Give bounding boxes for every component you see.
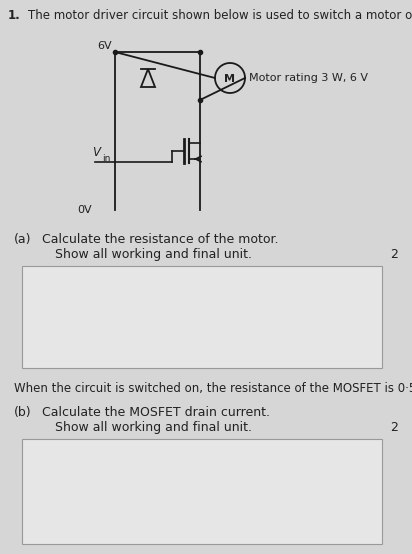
Text: 2: 2 xyxy=(390,421,398,434)
Text: Motor rating 3 W, 6 V: Motor rating 3 W, 6 V xyxy=(249,73,368,83)
Text: in: in xyxy=(102,154,110,163)
Text: 2: 2 xyxy=(390,248,398,261)
Text: 1.: 1. xyxy=(8,9,21,22)
FancyBboxPatch shape xyxy=(22,266,382,368)
Text: 0V: 0V xyxy=(77,205,91,215)
Text: 6V: 6V xyxy=(97,41,112,51)
Text: Calculate the resistance of the motor.: Calculate the resistance of the motor. xyxy=(42,233,279,246)
Text: When the circuit is switched on, the resistance of the MOSFET is 0·5Ω.: When the circuit is switched on, the res… xyxy=(14,382,412,395)
Text: Show all working and final unit.: Show all working and final unit. xyxy=(55,421,252,434)
Text: V: V xyxy=(92,146,100,159)
Text: (b): (b) xyxy=(14,406,32,419)
Text: Show all working and final unit.: Show all working and final unit. xyxy=(55,248,252,261)
Text: (a): (a) xyxy=(14,233,31,246)
Text: Calculate the MOSFET drain current.: Calculate the MOSFET drain current. xyxy=(42,406,270,419)
Text: M: M xyxy=(225,74,236,84)
FancyBboxPatch shape xyxy=(22,439,382,544)
Text: The motor driver circuit shown below is used to switch a motor on and off.: The motor driver circuit shown below is … xyxy=(28,9,412,22)
